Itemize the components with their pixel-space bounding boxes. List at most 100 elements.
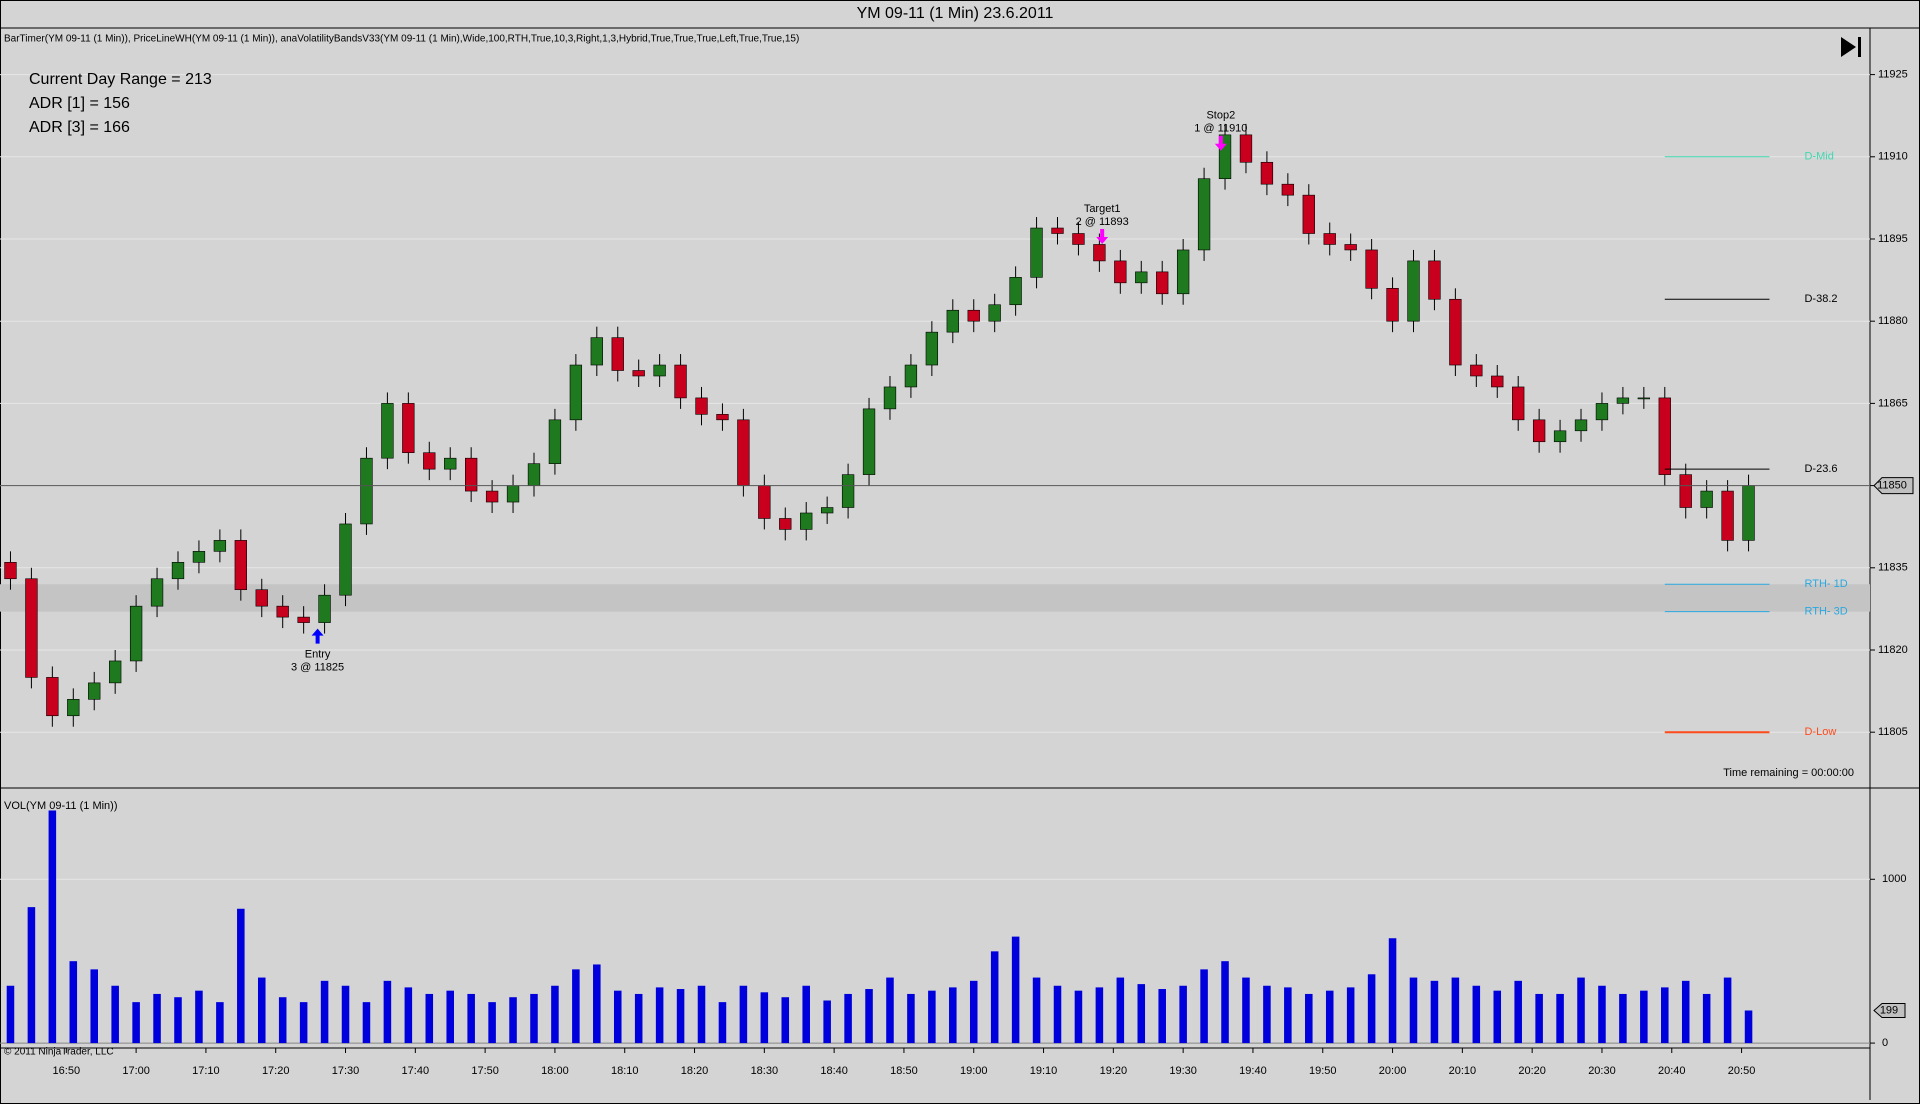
volume-bar (446, 990, 454, 1044)
volume-bar (1074, 990, 1083, 1044)
candle-body (109, 660, 122, 684)
candle-body (967, 309, 980, 322)
volume-bar (237, 908, 245, 1044)
y-tick-label: 11925 (1878, 68, 1908, 80)
volume-bar (1116, 977, 1125, 1044)
candle-body (1197, 178, 1211, 251)
candle-body (1114, 260, 1127, 284)
candle-body (1700, 490, 1713, 508)
candle-body (946, 309, 959, 333)
x-tick-label: 20:10 (1449, 1065, 1477, 1077)
volume-bar (886, 977, 894, 1044)
x-tick-label: 17:40 (402, 1065, 430, 1077)
volume-bar (551, 985, 559, 1044)
volume-bar (1619, 993, 1627, 1044)
x-tick-label: 19:20 (1100, 1065, 1128, 1077)
candle-body (1365, 249, 1378, 289)
volume-bar (1681, 980, 1690, 1044)
volume-bar (530, 993, 538, 1044)
annotation-label: Stop2 (1206, 110, 1235, 122)
volume-bar (1221, 961, 1229, 1044)
x-tick-label: 19:10 (1030, 1065, 1058, 1077)
candle-body (276, 605, 289, 618)
info-line: ADR [3] = 166 (29, 119, 130, 136)
x-tick-label: 18:00 (541, 1065, 569, 1077)
y-tick-label: 1000 (1882, 873, 1906, 885)
candle-body (150, 578, 164, 607)
volume-bar (844, 993, 852, 1044)
x-tick-label: 18:30 (751, 1065, 779, 1077)
volume-bar (760, 992, 769, 1044)
candle-body (1302, 194, 1315, 234)
volume-bar (1451, 977, 1460, 1044)
volume-bar (1011, 936, 1020, 1044)
candle-body (1470, 364, 1483, 377)
candle-body (611, 337, 624, 371)
candle-body (1679, 474, 1692, 508)
volume-bar (1158, 989, 1166, 1044)
x-tick-label: 18:40 (820, 1065, 848, 1077)
candle-body (318, 594, 331, 623)
annotation-detail: 2 @ 11893 (1076, 216, 1129, 228)
volume-bar (509, 997, 517, 1044)
candle-body (883, 386, 897, 410)
info-line: ADR [1] = 156 (29, 95, 130, 112)
candle-body (1135, 271, 1148, 284)
volume-bar (907, 993, 915, 1044)
candle-body (297, 616, 310, 623)
candle-body (1009, 277, 1022, 306)
x-tick-label: 18:10 (611, 1065, 639, 1077)
candle-body (653, 364, 666, 377)
y-tick-label: 0 (1882, 1037, 1888, 1049)
volume-bar (6, 985, 15, 1044)
volume-bar (1661, 987, 1669, 1044)
price-marker-label: 11850 (1877, 479, 1907, 491)
x-tick-label: 17:00 (122, 1065, 150, 1077)
volume-bar (1535, 993, 1543, 1044)
volume-bar (216, 1002, 224, 1044)
y-tick-label: 11820 (1878, 644, 1908, 656)
volume-bar (467, 993, 475, 1044)
exit-arrow (1096, 228, 1109, 244)
entry-arrow (311, 628, 324, 644)
candle-body (1616, 397, 1630, 404)
volume-bar (928, 990, 936, 1044)
volume-bar (1284, 987, 1292, 1044)
candle-body (716, 414, 729, 421)
volume-bar (278, 997, 287, 1044)
volume-bar (1200, 969, 1208, 1044)
level-label: RTH- 1D (1804, 578, 1847, 590)
candle-body (402, 403, 415, 454)
play-end-button[interactable] (1841, 37, 1861, 57)
candle-body (1156, 271, 1169, 295)
x-tick-label: 17:50 (471, 1065, 499, 1077)
volume-bar (697, 985, 706, 1044)
candle-body (695, 397, 708, 415)
candle-body (1637, 397, 1651, 400)
candle-body (1239, 134, 1253, 163)
candle-body (548, 419, 562, 464)
time-remaining: Time remaining = 00:00:00 (1723, 767, 1854, 779)
volume-bar (1388, 938, 1397, 1044)
volume-bar (634, 993, 643, 1044)
candle-body (192, 551, 206, 563)
volume-bar (1744, 1010, 1753, 1044)
candle-body (1491, 375, 1504, 388)
candle-body (88, 682, 101, 700)
candle-body (1260, 161, 1274, 185)
volume-bar (27, 907, 36, 1044)
chart-title: YM 09-11 (1 Min) 23.6.2011 (857, 5, 1054, 22)
x-tick-label: 20:20 (1518, 1065, 1546, 1077)
candle-body (590, 337, 603, 366)
volume-bar (1556, 993, 1564, 1044)
volume-bar (153, 993, 161, 1044)
volume-bar (1179, 985, 1187, 1044)
volume-bar (1032, 977, 1041, 1044)
candle-body (569, 364, 583, 421)
annotation-detail: 1 @ 11910 (1194, 123, 1247, 135)
volume-bar (174, 997, 182, 1044)
candle-body (1512, 386, 1525, 421)
candle-body (506, 485, 520, 503)
